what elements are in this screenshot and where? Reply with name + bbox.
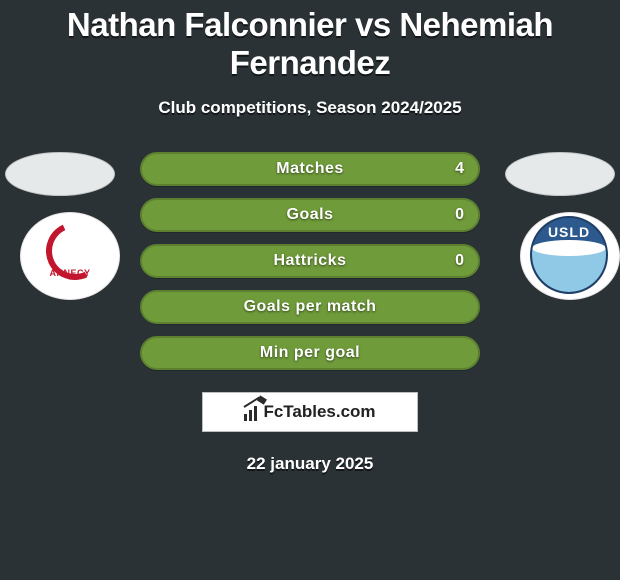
branding-box[interactable]: FcTables.com bbox=[202, 392, 418, 432]
stats-list: Matches 4 Goals 0 Hattricks 0 Goals per … bbox=[140, 152, 480, 370]
player-silhouette-left bbox=[5, 152, 115, 196]
stat-value: 4 bbox=[455, 160, 464, 178]
stat-row-hattricks: Hattricks 0 bbox=[140, 244, 480, 278]
annecy-logo: ANNECY bbox=[40, 234, 100, 278]
stat-value: 0 bbox=[455, 252, 464, 270]
player-silhouette-right bbox=[505, 152, 615, 196]
stat-label: Hattricks bbox=[274, 252, 347, 270]
club-badge-left: ANNECY bbox=[20, 212, 120, 300]
stat-row-matches: Matches 4 bbox=[140, 152, 480, 186]
club-badge-right: USLD bbox=[520, 212, 620, 300]
stat-label: Goals bbox=[287, 206, 334, 224]
usld-logo: USLD bbox=[530, 216, 610, 296]
main-area: ANNECY USLD Matches 4 Goals 0 Hattricks … bbox=[0, 152, 620, 474]
stat-label: Matches bbox=[276, 160, 344, 178]
stat-row-goals-per-match: Goals per match bbox=[140, 290, 480, 324]
branding-text: FcTables.com bbox=[263, 402, 375, 422]
stat-row-goals: Goals 0 bbox=[140, 198, 480, 232]
date-text: 22 january 2025 bbox=[0, 454, 620, 474]
page-title: Nathan Falconnier vs Nehemiah Fernandez bbox=[0, 0, 620, 82]
stat-label: Min per goal bbox=[260, 344, 360, 362]
chart-icon bbox=[244, 403, 257, 421]
usld-text: USLD bbox=[532, 224, 606, 240]
stat-value: 0 bbox=[455, 206, 464, 224]
stat-row-min-per-goal: Min per goal bbox=[140, 336, 480, 370]
stat-label: Goals per match bbox=[244, 298, 377, 316]
subtitle: Club competitions, Season 2024/2025 bbox=[0, 98, 620, 118]
